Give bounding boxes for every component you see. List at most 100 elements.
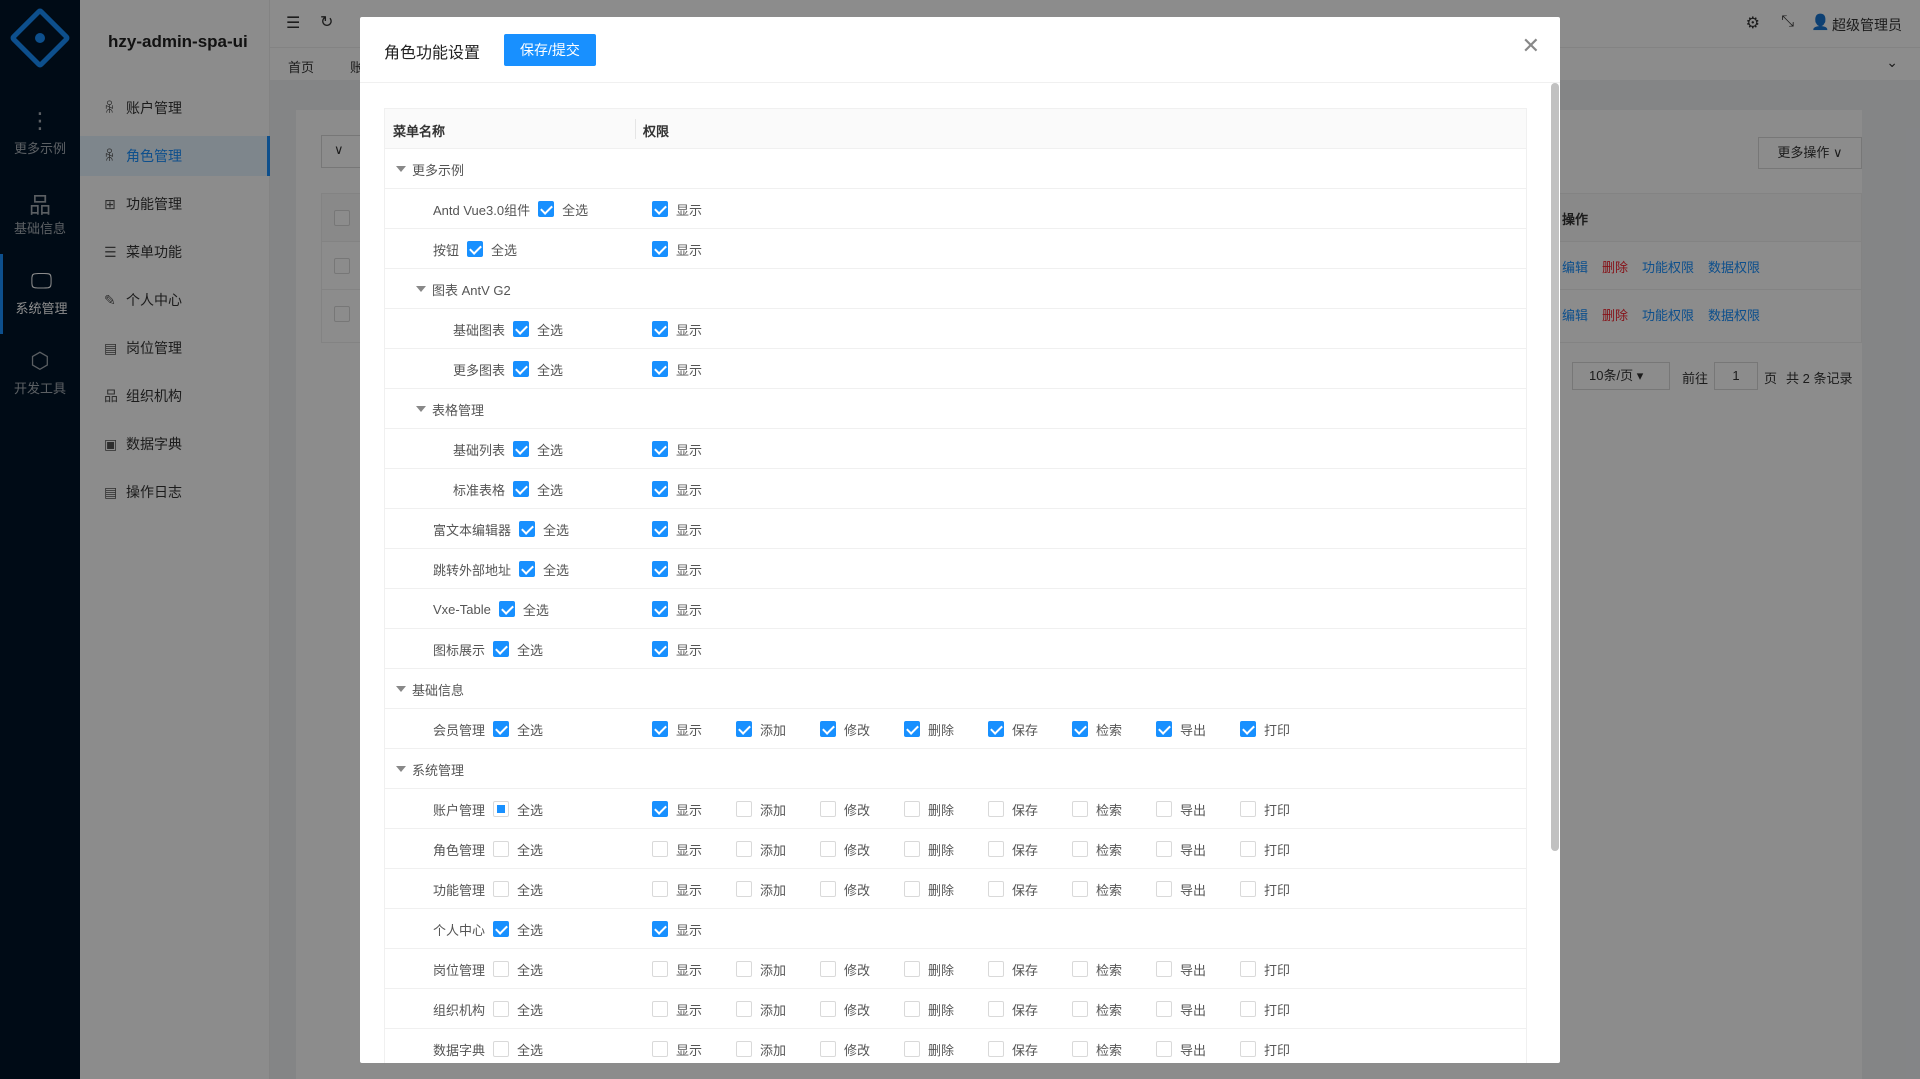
select-all-checkbox[interactable] [538, 201, 555, 217]
permission-checkbox[interactable]: 打印 [1223, 1040, 1307, 1059]
checkbox[interactable] [1240, 801, 1256, 817]
checkbox[interactable] [1072, 841, 1088, 857]
checkbox[interactable] [1156, 841, 1172, 857]
edit-link[interactable]: 编辑 [1562, 260, 1589, 275]
checkbox[interactable] [1240, 841, 1256, 857]
permission-checkbox[interactable]: 打印 [1223, 960, 1307, 979]
permission-checkbox[interactable]: 保存 [971, 880, 1055, 899]
nav-item[interactable]: 🖵 系统管理 [0, 254, 80, 334]
permission-checkbox[interactable]: 打印 [1223, 840, 1307, 859]
checkbox[interactable] [820, 881, 836, 897]
checkbox[interactable] [652, 601, 668, 617]
checkbox[interactable] [652, 201, 668, 217]
permission-checkbox[interactable]: 导出 [1139, 840, 1223, 859]
nav-item[interactable]: ⬡ 开发工具 [0, 334, 80, 414]
checkbox[interactable] [1240, 721, 1256, 737]
permission-checkbox[interactable]: 显示 [635, 800, 719, 819]
close-icon[interactable]: ✕ [1521, 33, 1540, 58]
permission-checkbox[interactable]: 检索 [1055, 880, 1139, 899]
sidebar-item[interactable]: 品组织机构 [80, 376, 270, 416]
row-checkbox[interactable] [334, 306, 350, 322]
select-all-checkbox[interactable] [493, 801, 510, 817]
checkbox[interactable] [736, 1001, 752, 1017]
checkbox[interactable] [652, 561, 668, 577]
permission-checkbox[interactable]: 删除 [887, 880, 971, 899]
select-all-checkbox[interactable] [493, 881, 510, 897]
permission-checkbox[interactable]: 添加 [719, 960, 803, 979]
permission-checkbox[interactable]: 保存 [971, 840, 1055, 859]
checkbox[interactable] [652, 1041, 668, 1057]
checkbox[interactable] [736, 881, 752, 897]
checkbox[interactable] [652, 641, 668, 657]
sidebar-item[interactable]: ⊞ 功能管理 [80, 184, 270, 224]
select-all-checkbox[interactable] [519, 521, 536, 537]
checkbox[interactable] [1156, 1001, 1172, 1017]
checkbox[interactable] [652, 721, 668, 737]
caret-down-icon[interactable] [396, 766, 406, 772]
checkbox[interactable] [988, 881, 1004, 897]
select-all-checkbox[interactable] [513, 481, 530, 497]
menu-fold-icon[interactable]: ☰ [286, 15, 301, 32]
permission-checkbox[interactable]: 导出 [1139, 960, 1223, 979]
permission-checkbox[interactable]: 打印 [1223, 800, 1307, 819]
checkbox[interactable] [652, 521, 668, 537]
checkbox[interactable] [736, 801, 752, 817]
permission-checkbox[interactable]: 添加 [719, 720, 803, 739]
func-perm-link[interactable]: 功能权限 [1642, 260, 1695, 275]
data-perm-link[interactable]: 数据权限 [1708, 260, 1761, 275]
checkbox[interactable] [904, 881, 920, 897]
select-all-checkbox[interactable] [493, 1001, 510, 1017]
select-all-checkbox[interactable] [493, 721, 510, 737]
checkbox[interactable] [988, 1041, 1004, 1057]
checkbox[interactable] [904, 961, 920, 977]
checkbox[interactable] [652, 1001, 668, 1017]
modal-scrollbar[interactable] [1551, 83, 1559, 851]
permission-checkbox[interactable]: 显示 [635, 920, 719, 939]
checkbox[interactable] [652, 441, 668, 457]
permission-checkbox[interactable]: 显示 [635, 840, 719, 859]
permission-checkbox[interactable]: 显示 [635, 200, 719, 219]
permission-checkbox[interactable]: 检索 [1055, 720, 1139, 739]
permission-checkbox[interactable]: 修改 [803, 960, 887, 979]
permission-checkbox[interactable]: 修改 [803, 720, 887, 739]
select-all-checkbox[interactable] [493, 641, 510, 657]
row-checkbox[interactable] [334, 258, 350, 274]
checkbox[interactable] [1240, 1001, 1256, 1017]
checkbox[interactable] [736, 1041, 752, 1057]
permission-checkbox[interactable]: 导出 [1139, 720, 1223, 739]
permission-checkbox[interactable]: 修改 [803, 880, 887, 899]
checkbox[interactable] [652, 321, 668, 337]
checkbox[interactable] [1072, 961, 1088, 977]
permission-checkbox[interactable]: 检索 [1055, 840, 1139, 859]
caret-down-icon[interactable] [396, 166, 406, 172]
checkbox[interactable] [820, 1001, 836, 1017]
checkbox[interactable] [820, 721, 836, 737]
checkbox[interactable] [1072, 721, 1088, 737]
permission-checkbox[interactable]: 打印 [1223, 880, 1307, 899]
checkbox[interactable] [1156, 961, 1172, 977]
permission-checkbox[interactable]: 修改 [803, 1000, 887, 1019]
permission-checkbox[interactable]: 显示 [635, 600, 719, 619]
checkbox[interactable] [1156, 721, 1172, 737]
checkbox[interactable] [988, 841, 1004, 857]
data-perm-link[interactable]: 数据权限 [1708, 308, 1761, 323]
func-perm-link[interactable]: 功能权限 [1642, 308, 1695, 323]
user-name[interactable]: 超级管理员 [1832, 17, 1902, 33]
select-all-checkbox[interactable] [493, 961, 510, 977]
checkbox[interactable] [904, 721, 920, 737]
permission-checkbox[interactable]: 删除 [887, 1040, 971, 1059]
permission-checkbox[interactable]: 修改 [803, 840, 887, 859]
checkbox[interactable] [1240, 881, 1256, 897]
permission-checkbox[interactable]: 显示 [635, 1000, 719, 1019]
permission-checkbox[interactable]: 检索 [1055, 800, 1139, 819]
checkbox[interactable] [1240, 961, 1256, 977]
chevron-down-icon[interactable]: ⌄ [1886, 54, 1898, 70]
checkbox[interactable] [652, 801, 668, 817]
permission-checkbox[interactable]: 修改 [803, 1040, 887, 1059]
caret-down-icon[interactable] [396, 686, 406, 692]
nav-item[interactable]: ⋮ 更多示例 [0, 94, 80, 174]
checkbox[interactable] [1072, 1001, 1088, 1017]
checkbox[interactable] [904, 801, 920, 817]
select-all-checkbox[interactable] [467, 241, 484, 257]
checkbox[interactable] [1240, 1041, 1256, 1057]
